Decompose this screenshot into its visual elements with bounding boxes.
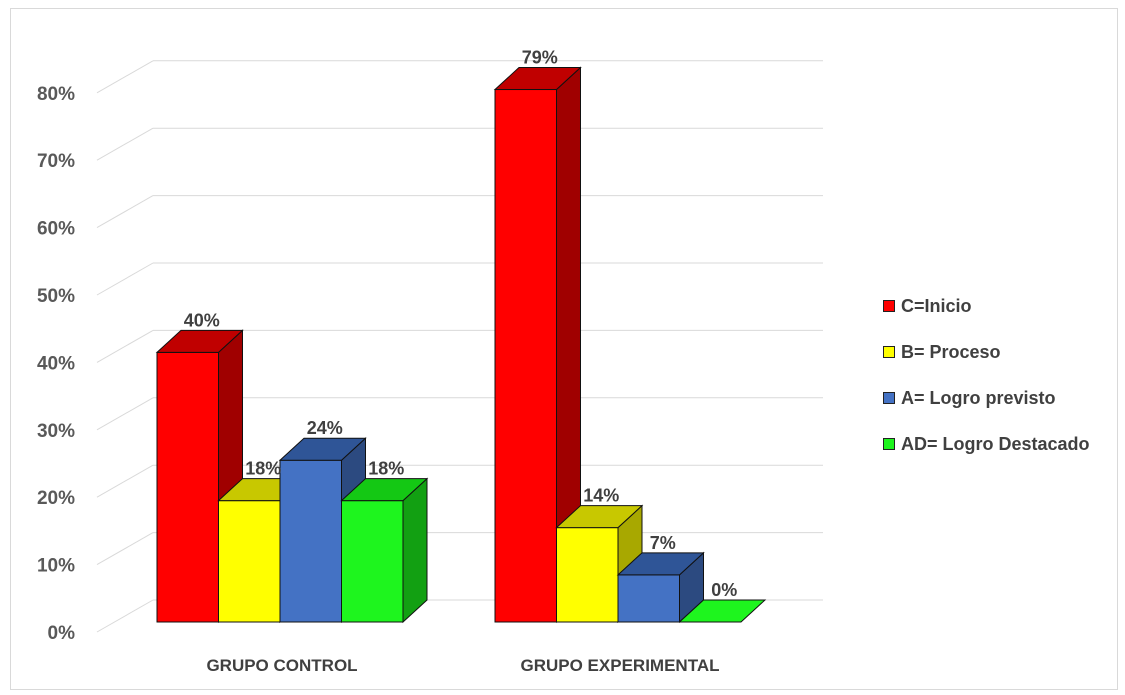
- bar: [279, 459, 342, 623]
- bar: [218, 500, 281, 623]
- bar-3d: [678, 599, 767, 623]
- bar-top: [678, 599, 767, 623]
- data-label: 79%: [522, 48, 558, 68]
- y-tick-label: 20%: [37, 488, 75, 509]
- gridline-diag: [96, 464, 154, 498]
- x-category-label: GRUPO CONTROL: [206, 656, 357, 675]
- bar: [156, 351, 219, 623]
- bar-side: [402, 477, 428, 624]
- gridline-diag: [96, 397, 154, 431]
- y-tick-label: 80%: [37, 84, 75, 105]
- legend-swatch: [883, 346, 895, 358]
- y-axis-ticks: 0% 10% 20% 30% 40% 50% 60% 70% 80%: [37, 84, 75, 644]
- data-label: 18%: [245, 459, 281, 479]
- bar-top: [616, 552, 705, 576]
- bar-3d: [155, 329, 244, 624]
- bar-top: [340, 478, 429, 502]
- data-label: 7%: [650, 533, 676, 553]
- data-label: 18%: [368, 459, 404, 479]
- y-tick-label: 70%: [37, 151, 75, 172]
- y-tick-label: 40%: [37, 353, 75, 374]
- bar: [556, 527, 619, 623]
- bar-top: [555, 505, 644, 529]
- x-category-label: GRUPO EXPERIMENTAL: [521, 656, 720, 675]
- y-tick-label: 60%: [37, 219, 75, 240]
- legend-item: C=Inicio: [883, 283, 1090, 329]
- data-label: 14%: [583, 486, 619, 506]
- bar-3d: [493, 66, 582, 624]
- legend-item: B= Proceso: [883, 329, 1090, 375]
- legend-swatch: [883, 300, 895, 312]
- gridlines: [96, 60, 823, 633]
- bar-chart: 0% 10% 20% 30% 40% 50% 60% 70% 80% 40% 18% 24% 18% 7…: [37, 48, 823, 675]
- legend-label: B= Proceso: [901, 341, 1001, 362]
- data-label: 40%: [184, 310, 220, 330]
- bar-3d: [340, 477, 429, 624]
- bar: [494, 89, 557, 623]
- y-tick-label: 10%: [37, 556, 75, 577]
- legend-item: AD= Logro Destacado: [883, 421, 1090, 467]
- legend-swatch: [883, 438, 895, 450]
- legend-swatch: [883, 392, 895, 404]
- legend-label: AD= Logro Destacado: [901, 433, 1090, 454]
- data-labels: 40% 18% 24% 18% 79% 14% 7% 0%: [184, 48, 738, 600]
- gridline-diag: [96, 60, 154, 94]
- legend-label: C=Inicio: [901, 295, 972, 316]
- y-tick-label: 0%: [48, 623, 76, 644]
- bars: [155, 66, 767, 624]
- bar-top: [278, 437, 367, 461]
- data-label: 24%: [307, 418, 343, 438]
- chart-frame: 0% 10% 20% 30% 40% 50% 60% 70% 80% 40% 18% 24% 18% 7…: [10, 8, 1118, 690]
- x-axis-categories: GRUPO CONTROL GRUPO EXPERIMENTAL: [206, 656, 719, 675]
- gridline-diag: [96, 195, 154, 229]
- bar-3d: [616, 551, 705, 624]
- legend: C=Inicio B= Proceso A= Logro previsto AD= L…: [883, 283, 1090, 467]
- y-tick-label: 50%: [37, 286, 75, 307]
- bar: [617, 574, 680, 623]
- gridline-diag: [96, 262, 154, 296]
- bar-top: [493, 67, 582, 91]
- gridline-diag: [96, 599, 154, 633]
- gridline-diag: [96, 127, 154, 161]
- legend-label: A= Logro previsto: [901, 387, 1056, 408]
- bar: [341, 500, 404, 623]
- legend-item: A= Logro previsto: [883, 375, 1090, 421]
- data-label: 0%: [711, 580, 737, 600]
- gridline-diag: [96, 329, 154, 363]
- y-tick-label: 30%: [37, 421, 75, 442]
- gridline-diag: [96, 532, 154, 566]
- bar-top: [155, 329, 244, 353]
